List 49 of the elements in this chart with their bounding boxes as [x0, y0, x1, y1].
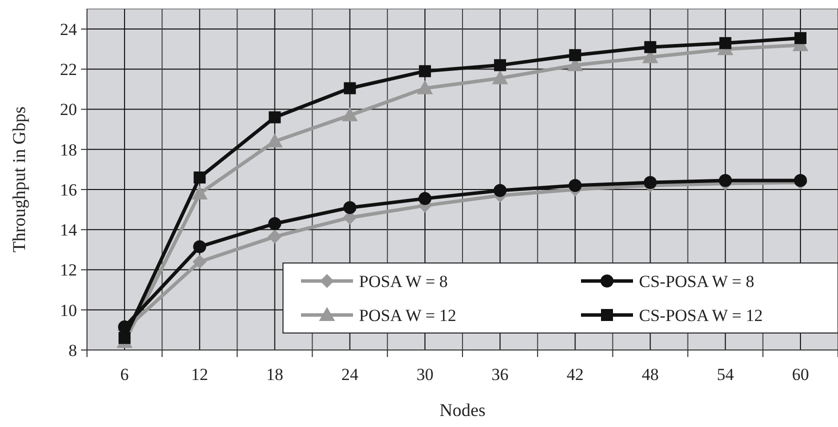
y-tick-label: 12	[60, 260, 77, 280]
y-tick-label: 20	[60, 100, 77, 120]
point	[268, 217, 282, 230]
point	[494, 59, 506, 72]
x-tick-label: 30	[416, 365, 434, 384]
point	[494, 184, 507, 198]
point	[192, 186, 208, 200]
x-tick-label: 24	[341, 365, 359, 384]
point	[644, 41, 656, 54]
point	[268, 111, 281, 124]
point	[719, 37, 732, 50]
point	[718, 174, 732, 188]
x-tick-label: 36	[492, 365, 509, 384]
point	[416, 80, 433, 94]
legend-label: CS-POSA W = 12	[639, 306, 763, 325]
x-tick-label: 48	[642, 365, 659, 384]
point	[192, 254, 207, 269]
point	[194, 171, 206, 184]
x-axis-title: Nodes	[440, 400, 486, 420]
y-tick-label: 16	[60, 180, 77, 200]
y-tick-label: 24	[60, 20, 78, 40]
point	[568, 179, 582, 192]
point	[268, 230, 282, 244]
x-tick-label: 42	[566, 365, 584, 384]
legend-label: POSA W = 8	[359, 272, 448, 291]
point	[794, 32, 806, 44]
x-tick-label: 18	[266, 365, 284, 384]
x-tick-label: 12	[191, 365, 208, 384]
legend-label: POSA W = 12	[359, 306, 456, 325]
y-tick-label: 18	[60, 140, 77, 160]
point	[342, 107, 358, 122]
point	[569, 49, 582, 62]
point	[644, 176, 657, 190]
point	[418, 65, 431, 78]
y-tick-label: 10	[60, 300, 77, 320]
point	[343, 201, 356, 214]
point	[492, 70, 508, 84]
point	[418, 192, 432, 206]
point	[193, 240, 206, 254]
y-tick-label: 8	[68, 340, 77, 360]
point	[344, 82, 356, 94]
point	[118, 332, 131, 344]
legend-label: CS-POSA W = 8	[639, 272, 754, 291]
x-tick-label: 54	[716, 365, 734, 384]
y-axis-title: Throughput in Gbps	[9, 106, 29, 252]
x-tick-label: 6	[120, 365, 129, 384]
y-tick-label: 14	[60, 220, 78, 240]
y-tick-label: 22	[60, 60, 77, 80]
x-tick-label: 60	[792, 365, 809, 384]
